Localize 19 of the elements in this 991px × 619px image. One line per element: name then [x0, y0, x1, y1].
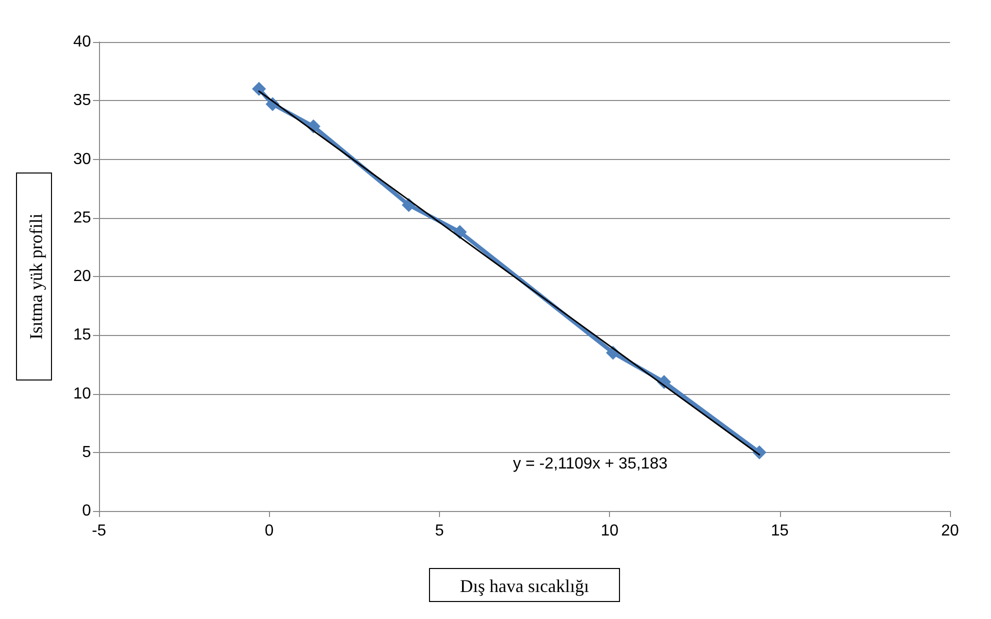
x-tick-label: 15	[770, 522, 789, 540]
y-tick-label: 0	[82, 502, 92, 520]
y-tick-label: 10	[73, 385, 92, 402]
y-tick-label: 40	[73, 34, 92, 50]
y-axis-title: Isıtma yük profili	[26, 214, 46, 340]
x-tick-label: 10	[600, 522, 619, 540]
point	[252, 82, 266, 96]
y-tick-label: 25	[73, 209, 92, 226]
x-tick-label: 20	[941, 522, 959, 540]
y-tick-label: 20	[73, 268, 92, 285]
y-tick-label: 30	[73, 150, 92, 168]
x-tick-label: -5	[92, 522, 106, 540]
x-axis-title: Dış hava sıcaklığı	[460, 576, 589, 596]
x-tick-label: 0	[264, 522, 274, 540]
annotation: y = -2,1109x + 35,183	[513, 456, 668, 472]
x-tick-label: 5	[434, 522, 444, 540]
y-tick-label: 5	[82, 444, 92, 461]
y-tick-label: 35	[73, 92, 92, 110]
y-tick-label: 15	[73, 326, 92, 344]
